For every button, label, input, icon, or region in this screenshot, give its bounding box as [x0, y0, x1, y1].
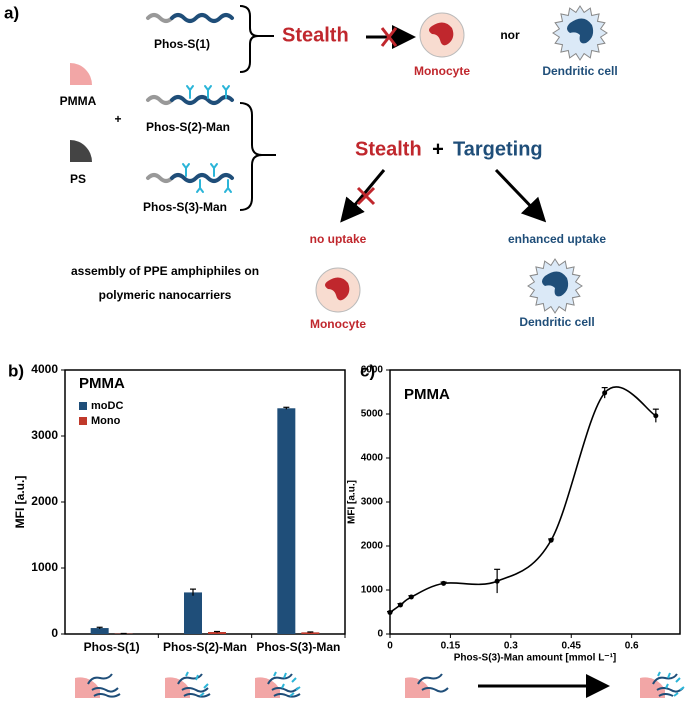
ps-particle: [70, 140, 92, 162]
cell-label: Monocyte: [414, 64, 470, 78]
y-tick-label: 1000: [361, 585, 384, 596]
error-bar: [387, 610, 393, 614]
polymer-1: [146, 13, 234, 23]
error-bar: [440, 581, 447, 585]
bar: [301, 632, 320, 634]
bar: [208, 632, 226, 634]
error-bar: [307, 631, 314, 633]
x-tick-label: Phos-S(2)-Man: [163, 640, 247, 654]
cross: [356, 186, 376, 206]
polymer-label: Phos-S(1): [154, 37, 210, 51]
particle-icon: [165, 671, 211, 698]
legend-label: Mono: [91, 415, 121, 427]
x-tick-label: Phos-S(3)-Man: [256, 640, 340, 654]
x-tick-label: 0.3: [504, 641, 518, 652]
arrow: [494, 168, 547, 223]
error-bar: [408, 595, 415, 599]
cell-label: Monocyte: [310, 317, 366, 331]
caption: polymeric nanocarriers: [99, 288, 232, 302]
particle-icon: [255, 671, 301, 698]
plus: +: [114, 112, 121, 126]
pmma-particle: [70, 63, 92, 85]
x-tick-label: 0.6: [625, 641, 639, 652]
stealth: Stealth: [355, 138, 422, 160]
y-tick-label: 2000: [361, 541, 384, 552]
x-axis-label: Phos-S(3)-Man amount [mmol L⁻¹]: [454, 653, 617, 664]
monocyte-icon: [419, 12, 465, 58]
y-tick-label: 0: [377, 629, 383, 640]
y-tick-label: 5000: [361, 409, 384, 420]
y-tick-label: 1000: [31, 560, 58, 574]
bar: [90, 628, 109, 634]
cell-label: Dendritic cell: [519, 315, 594, 329]
polymer-label: Phos-S(2)-Man: [146, 120, 230, 134]
outcome: no uptake: [310, 232, 367, 246]
error-bar: [652, 408, 659, 423]
y-axis-label: MFI [a.u.]: [347, 480, 358, 524]
error-bar: [548, 538, 555, 542]
particle-icon: [640, 671, 685, 698]
cell-nucleus: [542, 271, 569, 297]
error-bar: [494, 568, 501, 594]
error-bar: [397, 603, 404, 607]
dendritic-cell-icon: [552, 5, 608, 61]
particle-icon: [75, 673, 121, 698]
y-tick-label: 4000: [31, 362, 58, 376]
polymer-2: [146, 85, 234, 105]
outcome: enhanced uptake: [508, 232, 606, 246]
y-tick-label: 4000: [361, 453, 384, 464]
y-axis-label: MFI [a.u.]: [13, 476, 27, 529]
cell-nucleus: [567, 18, 594, 44]
error-bar: [96, 626, 103, 629]
plus: +: [432, 138, 444, 160]
y-tick-label: 2000: [31, 494, 58, 508]
bracket: [239, 5, 259, 73]
bar: [184, 592, 202, 634]
bar: [277, 408, 296, 634]
panel-label: b): [8, 361, 24, 380]
y-tick-label: 6000: [361, 365, 384, 376]
chart-title: PMMA: [404, 386, 450, 403]
x-tick-label: 0: [387, 641, 393, 652]
legend-swatch: [79, 402, 87, 410]
error-bar: [190, 588, 196, 596]
particle-label: PS: [70, 172, 86, 186]
caption: assembly of PPE amphiphiles on: [71, 264, 259, 278]
particle-label: PMMA: [60, 94, 97, 108]
y-tick-label: 3000: [361, 497, 384, 508]
legend-swatch: [79, 417, 87, 425]
conjunction: nor: [500, 28, 520, 42]
error-bar: [214, 630, 220, 633]
x-tick-label: Phos-S(1): [84, 640, 140, 654]
x-tick-label: 0.15: [441, 641, 461, 652]
cross: [380, 27, 398, 47]
legend-label: moDC: [91, 400, 123, 412]
chart-title: PMMA: [79, 375, 125, 392]
cell-label: Dendritic cell: [542, 64, 617, 78]
targeting: Targeting: [453, 138, 543, 160]
error-bar: [601, 387, 608, 399]
panel-label: c): [360, 361, 375, 380]
dendritic-cell-icon: [527, 258, 583, 314]
x-tick-label: 0.45: [562, 641, 582, 652]
monocyte-icon: [315, 267, 361, 313]
plot-frame: [389, 369, 681, 635]
polymer-3: [146, 163, 234, 193]
bracket: [239, 102, 263, 211]
error-bar: [283, 406, 290, 410]
stealth: Stealth: [282, 24, 349, 46]
y-tick-label: 0: [51, 626, 58, 640]
line: [389, 386, 657, 614]
panel-label: a): [4, 3, 19, 22]
y-tick-label: 3000: [31, 428, 58, 442]
polymer-label: Phos-S(3)-Man: [143, 200, 227, 214]
particle-icon: [405, 673, 449, 698]
